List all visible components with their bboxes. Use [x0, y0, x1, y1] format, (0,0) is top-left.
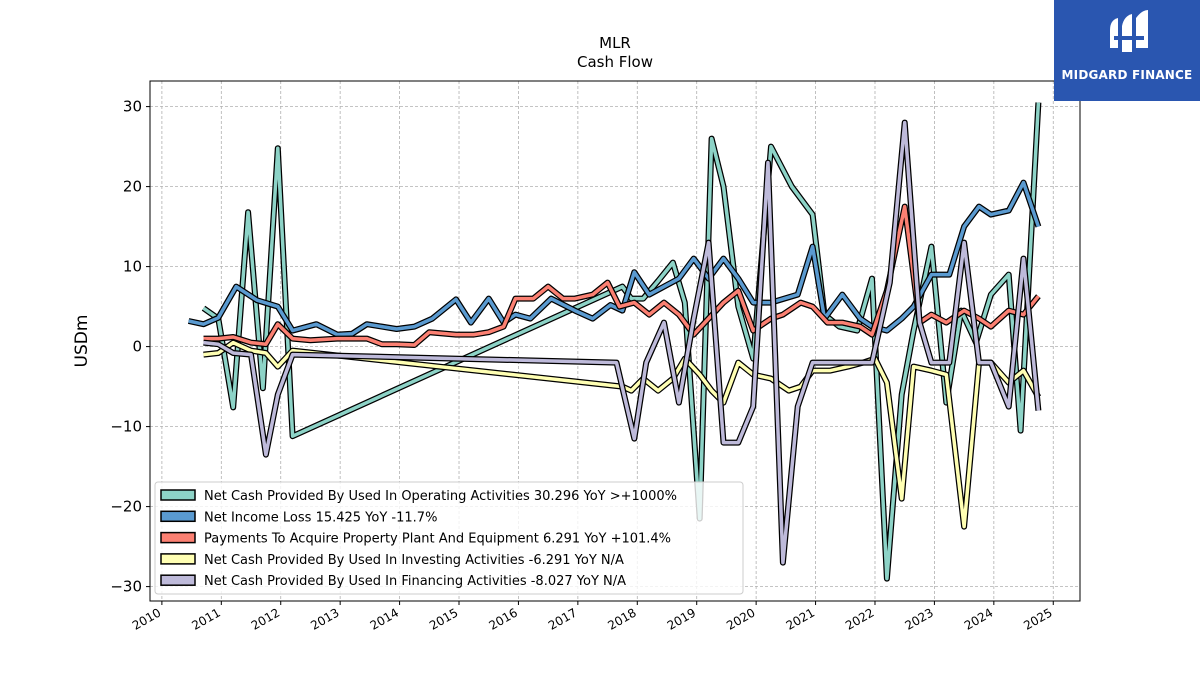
legend-label: Net Cash Provided By Used In Operating A… [204, 489, 677, 504]
chart-title: MLR [599, 34, 631, 52]
series-line [203, 120, 1041, 565]
legend-box [154, 481, 744, 595]
legend-label: Payments To Acquire Property Plant And E… [204, 532, 671, 547]
brand-name: MIDGARD FINANCE [1061, 68, 1193, 82]
legend-label: Net Income Loss 15.425 YoY -11.7% [204, 510, 437, 525]
series-line [203, 340, 1040, 529]
series-line [188, 180, 1041, 337]
plot-frame [149, 80, 1081, 602]
x-tick-label: 2016 [486, 605, 519, 632]
x-tick-label: 2012 [249, 605, 282, 632]
series-lines [187, 102, 1042, 582]
x-tick-label: 2011 [189, 605, 222, 632]
y-axis: 30 20 10 0 −10 −20 −30 [110, 98, 150, 596]
x-tick-label: 2010 [130, 605, 163, 632]
series-line [203, 204, 1040, 347]
legend-label: Net Cash Provided By Used In Investing A… [204, 553, 624, 568]
midgard-finance-logo: MIDGARD FINANCE [1054, 0, 1200, 101]
x-tick-label: 2013 [308, 605, 341, 632]
legend: Net Cash Provided By Used In Operating A… [154, 481, 744, 595]
x-tick-label: 2021 [784, 605, 817, 632]
legend-swatch [160, 510, 196, 523]
x-tick-label: 2018 [605, 605, 638, 632]
legend-label: Net Cash Provided By Used In Financing A… [204, 574, 626, 589]
x-tick-label: 2023 [902, 605, 935, 632]
legend-swatch [160, 531, 196, 544]
legend-swatch [160, 574, 196, 586]
x-tick-label: 2020 [724, 605, 757, 632]
series-3 [203, 203, 1041, 348]
x-tick-label: 2022 [843, 605, 876, 632]
y-tick-label: −30 [110, 578, 142, 596]
y-tick-label: −10 [110, 418, 142, 436]
x-tick-label: 2017 [546, 605, 579, 632]
legend-swatch [160, 553, 196, 565]
legend-swatch [160, 489, 196, 501]
y-tick-label: 10 [123, 258, 142, 276]
y-axis-label: USDm [72, 315, 92, 368]
y-tick-label: 0 [132, 338, 142, 356]
x-tick-label: 2015 [427, 605, 460, 632]
x-tick-label: 2014 [368, 605, 401, 632]
series-4 [203, 339, 1042, 530]
series-2 [187, 179, 1042, 338]
x-tick-label: 2025 [1021, 605, 1054, 632]
x-axis: 2010 2011 2012 2013 2014 2015 2016 2017 2018 2019… [130, 601, 1055, 633]
x-tick-label: 2024 [962, 605, 995, 632]
y-tick-label: 30 [123, 98, 142, 116]
chart-subtitle: Cash Flow [577, 53, 653, 71]
x-tick-label: 2019 [665, 605, 698, 632]
series-5 [203, 119, 1042, 566]
y-tick-label: 20 [123, 178, 142, 196]
y-tick-label: −20 [110, 498, 142, 516]
midgard-logo-icon [1110, 10, 1148, 52]
